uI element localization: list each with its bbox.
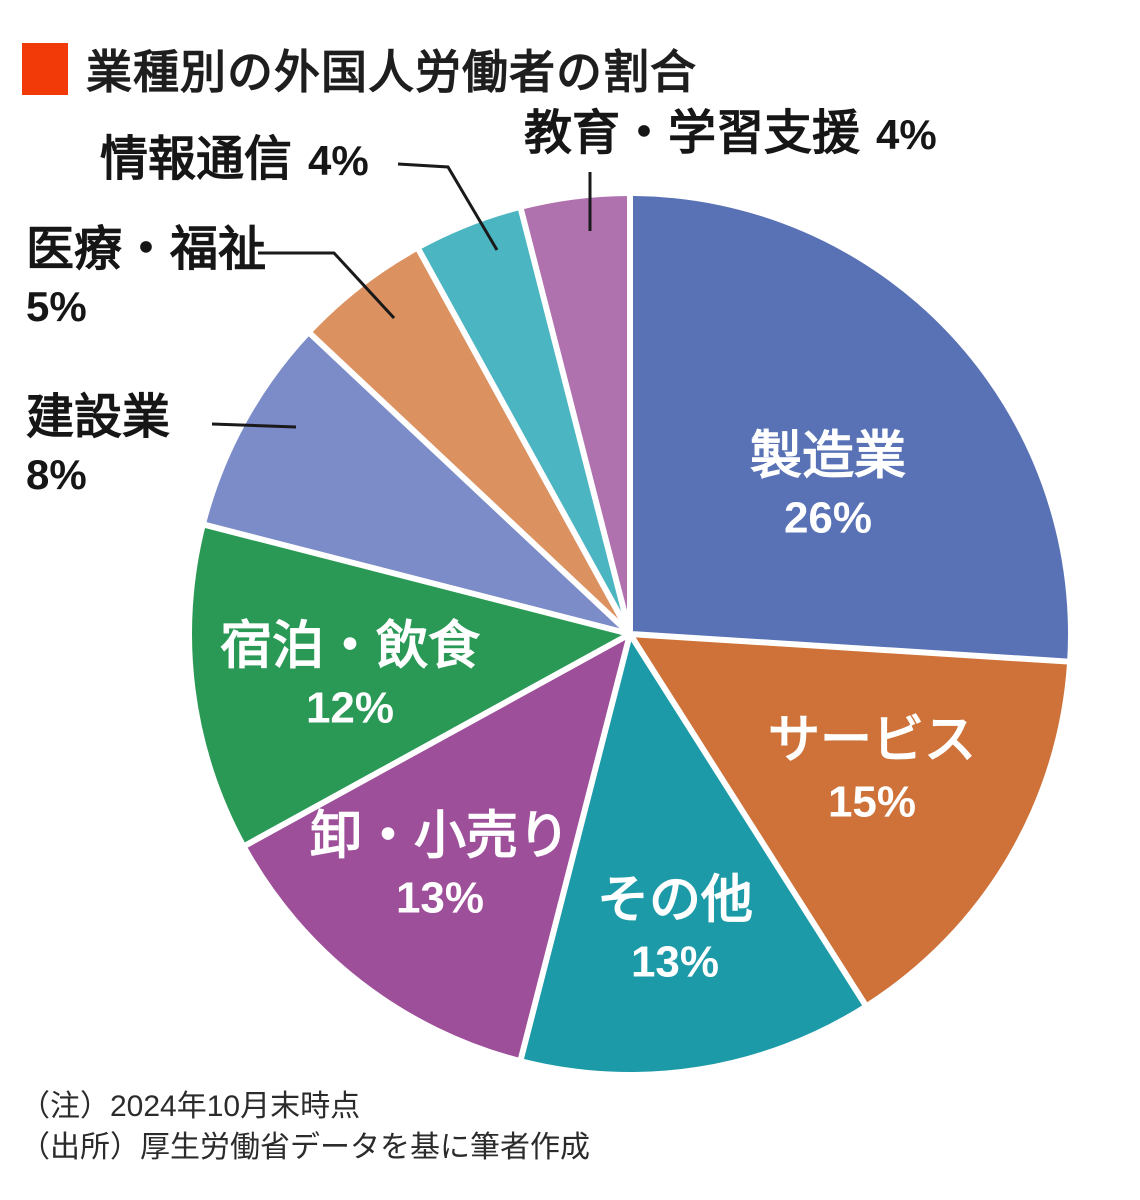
slice-label-info-communication-pct: 4% xyxy=(308,137,369,184)
note-line-1: （注）2024年10月末時点 xyxy=(20,1090,361,1123)
slice-label-education-support: 教育・学習支援 4% xyxy=(524,106,937,161)
slice-label-medical-welfare-pct: 5% xyxy=(26,283,87,331)
pie-slice-lodging-food xyxy=(192,525,631,846)
slice-separator xyxy=(627,632,869,1008)
pie-slice-medical-welfare xyxy=(310,250,630,634)
slice-separator xyxy=(517,206,633,635)
slice-label-medical-welfare: 医療・福祉 5% xyxy=(26,222,266,331)
slice-separator xyxy=(306,329,633,637)
chart-title: 業種別の外国人労働者の割合 xyxy=(86,46,697,98)
pie-slice-others xyxy=(521,634,865,1072)
slice-label-info-communication-name: 情報通信 xyxy=(100,133,293,186)
slice-label-construction-name: 建設業 xyxy=(26,391,171,444)
title-accent-square xyxy=(22,43,68,95)
pie-slice-service xyxy=(630,634,1068,1004)
note-line-2: （出所）厚生労働省データを基に筆者作成 xyxy=(20,1131,590,1164)
leader-line-medical-welfare xyxy=(258,251,396,320)
footnotes: （注）2024年10月末時点 （出所）厚生労働省データを基に筆者作成 xyxy=(20,1086,590,1168)
pie-slice-construction xyxy=(205,334,631,634)
slice-label-education-support-name: 教育・学習支援 xyxy=(524,107,861,160)
pie-slice-wholesale-retail xyxy=(246,634,630,1059)
slice-label-medical-welfare-name: 医療・福祉 xyxy=(26,223,267,276)
pie-slice-manufacturing xyxy=(630,196,1068,662)
slice-label-construction-pct: 8% xyxy=(26,451,87,499)
slice-separator xyxy=(629,631,1071,665)
slice-label-info-communication: 情報通信 4% xyxy=(100,132,369,187)
slice-separator xyxy=(414,246,633,636)
slice-separator xyxy=(517,633,633,1062)
slice-label-construction: 建設業 8% xyxy=(26,390,170,499)
slice-separator xyxy=(242,631,632,850)
slice-label-education-support-pct: 4% xyxy=(876,111,937,158)
chart-header: 業種別の外国人労働者の割合 xyxy=(22,36,697,102)
slice-separator xyxy=(202,521,631,637)
leader-line-construction xyxy=(211,422,297,429)
leader-line-info-communication xyxy=(397,162,499,251)
pie-slice-info-communication xyxy=(418,209,630,635)
